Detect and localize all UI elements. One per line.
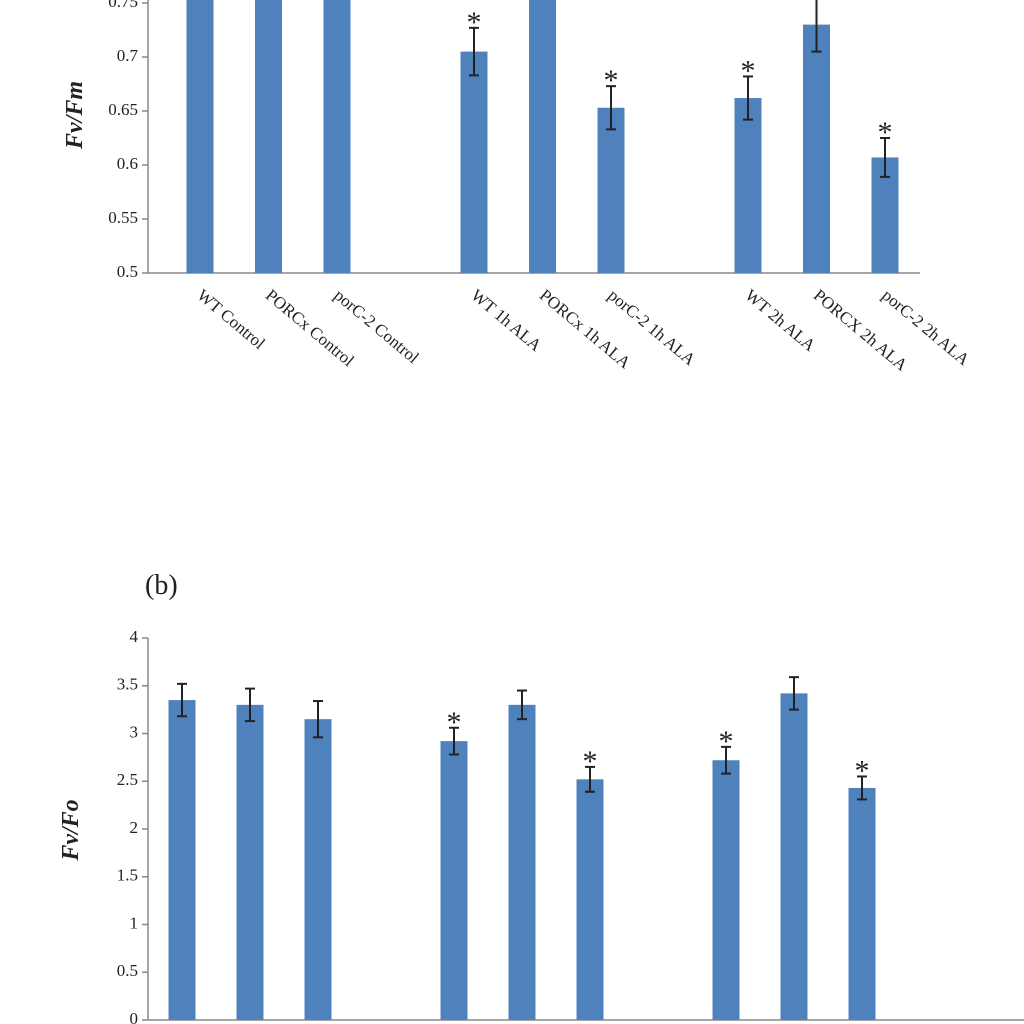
y-tick-label: 0.6 — [117, 154, 138, 173]
bar — [529, 0, 556, 274]
y-tick-label: 0.7 — [117, 46, 139, 65]
significance-mark: * — [855, 754, 870, 787]
panel-label: (b) — [145, 570, 178, 601]
y-tick-label: 0.5 — [117, 262, 138, 281]
bar — [304, 719, 332, 1020]
x-tick-label: WT 2h ALA — [741, 286, 819, 356]
y-tick-label: 2.5 — [117, 770, 138, 789]
y-tick-label: 3.5 — [117, 675, 138, 694]
significance-mark: * — [467, 6, 482, 39]
y-tick-label: 0 — [130, 1009, 139, 1024]
x-tick-label: WT Control — [193, 286, 268, 354]
bar — [576, 779, 604, 1020]
y-tick-label: 2 — [130, 818, 139, 837]
significance-mark: * — [447, 706, 462, 739]
bar — [168, 700, 196, 1020]
y-tick-label: 0.75 — [108, 0, 138, 11]
significance-mark: * — [878, 116, 893, 149]
bar — [734, 98, 762, 273]
y-tick-label: 0.65 — [108, 100, 138, 119]
y-tick-label: 1 — [130, 913, 139, 932]
bar — [460, 51, 488, 273]
bar — [323, 0, 351, 273]
y-tick-label: 3 — [130, 722, 139, 741]
y-tick-label: 1.5 — [117, 866, 138, 885]
x-tick-label: WT 1h ALA — [467, 286, 545, 356]
bar — [236, 704, 264, 1020]
significance-mark: * — [719, 725, 734, 758]
y-tick-label: 0.55 — [108, 208, 138, 227]
significance-mark: * — [583, 745, 598, 778]
bar — [186, 0, 214, 274]
bar — [508, 704, 536, 1020]
y-tick-label: 0.5 — [117, 961, 138, 980]
bar — [440, 741, 468, 1020]
y-axis-label: Fv/Fo — [58, 799, 84, 861]
y-axis-label: Fv/Fm — [62, 81, 88, 150]
significance-mark: * — [741, 54, 756, 87]
bar — [780, 693, 808, 1020]
bar — [597, 107, 625, 273]
bar — [712, 760, 740, 1020]
y-tick-label: 4 — [130, 627, 139, 646]
bar — [255, 0, 282, 274]
significance-mark: * — [604, 64, 619, 97]
bar — [803, 24, 830, 273]
bar — [848, 787, 876, 1020]
